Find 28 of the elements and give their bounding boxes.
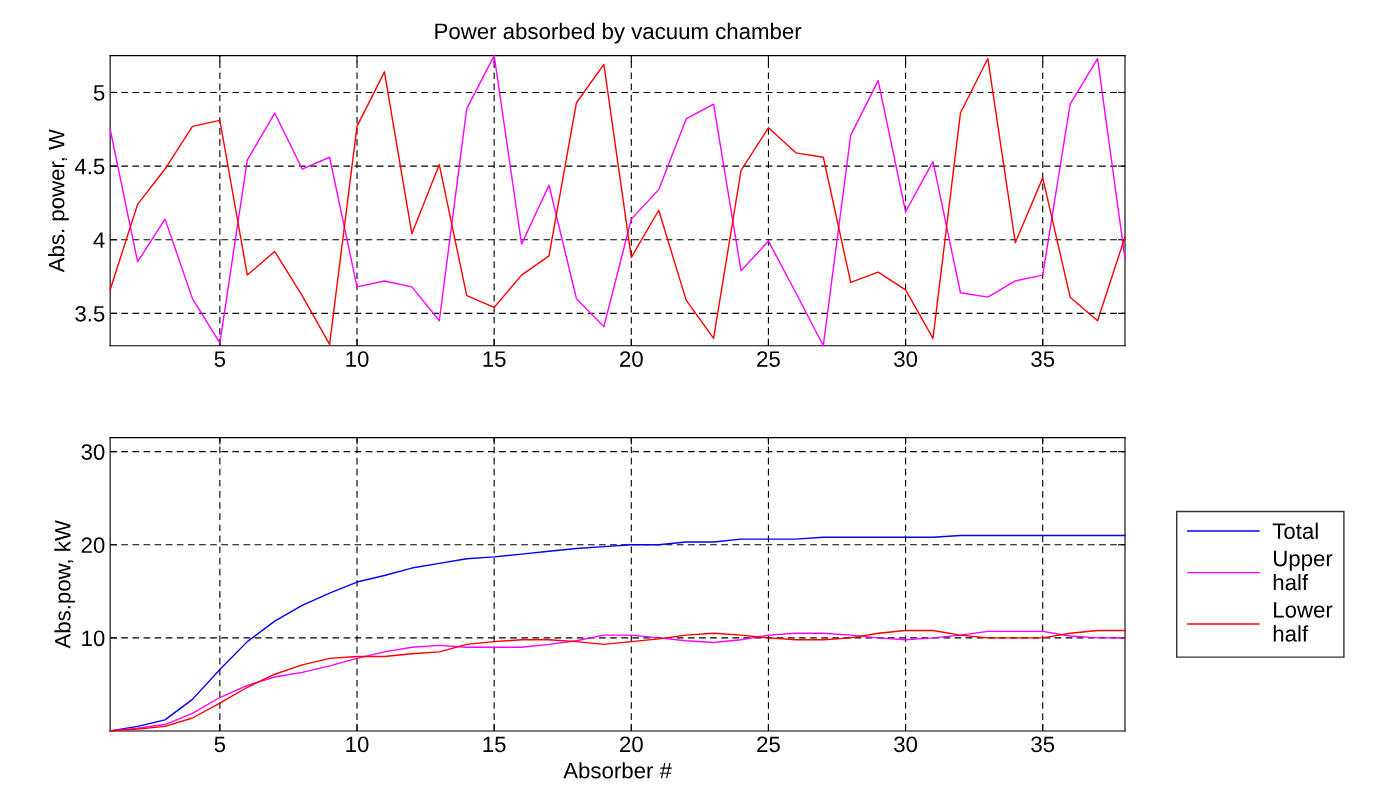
- y-axis-title: Abs. power, W: [48, 129, 69, 273]
- x-axis-title: Absorber #: [563, 762, 672, 779]
- x-tick-label: 30: [894, 351, 918, 367]
- legend-label: Total: [1272, 522, 1318, 539]
- y-tick-label: 30: [81, 444, 105, 460]
- y-tick-label: 5: [93, 85, 105, 101]
- y-axis-title: Abs.pow, kW: [54, 520, 76, 649]
- x-tick-label: 35: [1031, 351, 1055, 367]
- x-tick-label: 5: [214, 351, 226, 367]
- x-tick-label: 10: [346, 736, 369, 753]
- x-tick-label: 30: [894, 736, 918, 753]
- x-tick-label: 5: [214, 736, 226, 753]
- y-tick-label: 4: [93, 232, 105, 248]
- y-tick-label: 20: [81, 537, 105, 554]
- y-tick-label: 3.5: [75, 305, 105, 322]
- x-tick-label: 25: [757, 736, 780, 753]
- chart-title: Power absorbed by vacuum chamber: [435, 22, 802, 44]
- legend-label: Lower half: [1273, 602, 1333, 642]
- x-tick-label: 20: [620, 351, 643, 367]
- y-tick-label: 10: [82, 630, 105, 647]
- x-tick-label: 15: [483, 351, 506, 367]
- legend-label: Upper half: [1273, 550, 1333, 591]
- x-tick-label: 25: [757, 351, 780, 367]
- x-tick-label: 20: [620, 736, 643, 753]
- x-tick-label: 15: [483, 736, 506, 753]
- y-tick-label: 4.5: [74, 158, 105, 175]
- x-tick-label: 35: [1031, 736, 1055, 753]
- x-tick-label: 10: [346, 351, 369, 367]
